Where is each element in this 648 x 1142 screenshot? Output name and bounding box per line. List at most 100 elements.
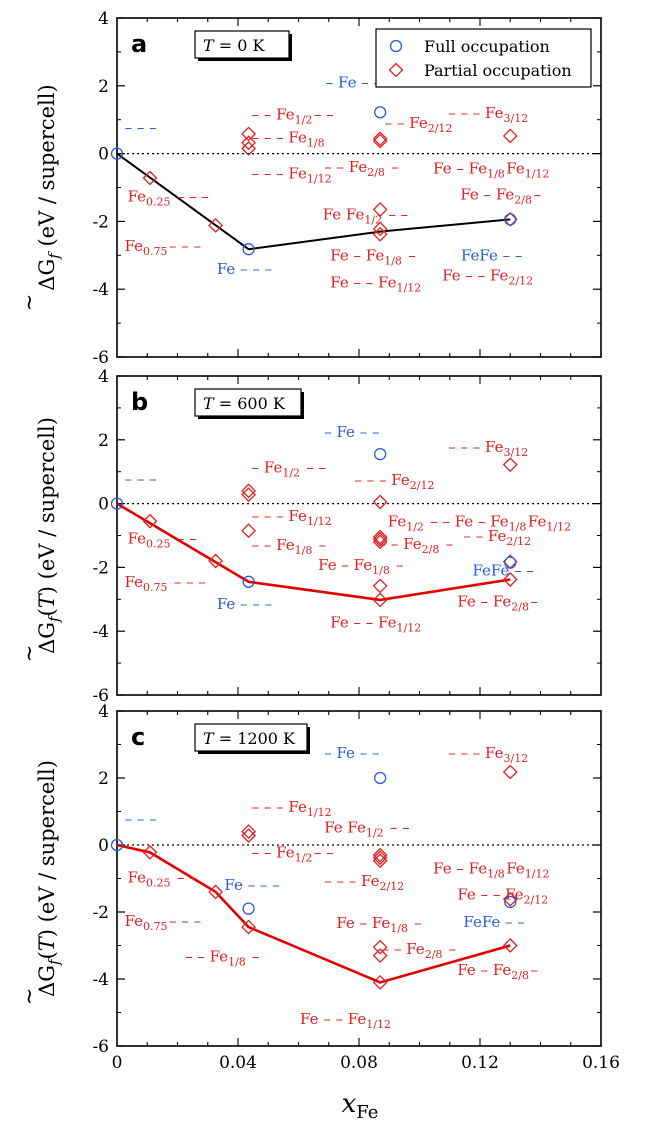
config-label-text: – – – — [125, 119, 157, 137]
full-occupation-point — [374, 771, 387, 785]
config-label-sub: 1/12 — [525, 867, 550, 880]
config-label-space — [434, 471, 436, 489]
partial-occupation-point — [372, 133, 388, 149]
partial-occupation-point — [372, 131, 388, 147]
config-label-sub: 1/12 — [396, 621, 421, 634]
config-label-space — [325, 128, 327, 146]
partial-occupation-point — [241, 487, 257, 503]
x-tick-label: 0.08 — [340, 1053, 378, 1073]
partial-occupation-point — [372, 529, 388, 545]
full-occupation-point — [242, 243, 255, 256]
partial-occupation-point — [502, 938, 518, 953]
y-tick-label: 2 — [98, 769, 109, 789]
y-tick-label: 0 — [98, 145, 109, 165]
partial-occupation-point — [241, 135, 257, 151]
config-label-text: – – Fe — [252, 106, 295, 124]
config-label-text: – — [534, 185, 542, 203]
y-axis-label-tilde: ~ — [17, 988, 41, 1006]
config-label-text: Fe — [528, 513, 547, 531]
legend-full-marker — [389, 39, 403, 53]
config-label-sub: 1/12 — [525, 167, 550, 180]
legend-box — [375, 28, 592, 88]
config-label: – – – Fe2/12 — [324, 872, 405, 893]
config-label-sub: 1/12 — [546, 521, 571, 534]
temperature-value: = 0 K — [214, 36, 266, 55]
config-label-sub: 1/2 — [366, 826, 384, 839]
config-label-space — [404, 872, 406, 890]
partial-occupation-point — [372, 853, 388, 869]
config-label-sub: 2/12 — [428, 122, 453, 135]
config-label-text: – Fe – – — [326, 73, 381, 91]
y-tick-label: -6 — [92, 1037, 109, 1057]
config-label-text: – — [441, 535, 453, 553]
y-axis-label-t: T — [35, 935, 59, 951]
config-label-text: Fe – Fe — [457, 592, 511, 610]
config-label: Fe0.75 – – – — [125, 237, 202, 258]
config-label-sub: 1/8 — [228, 956, 246, 969]
partial-occupation-point — [372, 850, 388, 866]
full-occupation-point — [110, 497, 124, 510]
panel-letter: a — [131, 30, 147, 58]
config-label: FeFe – – — [472, 561, 533, 579]
config-label-sub: 1/2 — [295, 852, 313, 865]
temperature-label: T = 0 K — [203, 36, 266, 55]
config-label: – – Fe2/8 – — [379, 535, 454, 556]
config-label-sub: 2/12 — [506, 535, 531, 548]
y-axis-label: ΔGf (eV / supercell) — [35, 84, 63, 290]
temperature-box — [194, 388, 302, 417]
config-label-text: Fe – Fe — [330, 246, 384, 264]
config-label-text: – – – Fe — [252, 507, 307, 525]
config-label-sub: 1/12 — [307, 515, 332, 528]
config-label-text: Fe — [125, 573, 144, 591]
config-label: – – Fe1/2 – – — [252, 106, 334, 127]
config-label-text: – – – Fe — [448, 104, 503, 122]
config-label-text: Fe Fe — [323, 206, 365, 224]
config-label-space — [421, 274, 423, 292]
config-label-sub: 1/8 — [384, 254, 402, 267]
config-label-text: – – Fe — [324, 158, 367, 176]
config-label: – Fe – – — [324, 744, 379, 762]
config-label-sub: 0.25 — [146, 537, 171, 550]
config-label-text: Fe — [128, 529, 147, 547]
panel-letter: c — [131, 723, 145, 751]
full-occupation-point — [242, 575, 255, 588]
config-label: – Fe – – — [324, 423, 379, 441]
config-label: Fe – – Fe2/12 — [457, 885, 549, 906]
config-label-text: Fe – – – — [217, 260, 272, 278]
temperature-value: = 1200 K — [214, 729, 296, 748]
partial-occupation-point — [372, 226, 388, 242]
config-label-text: Fe – Fe — [457, 961, 511, 979]
config-label-text: – – – Fe — [252, 128, 307, 146]
config-label-sub: 0.25 — [146, 877, 171, 890]
config-label-sub: 2/8 — [511, 969, 529, 982]
config-label-text: Fe – – – — [224, 876, 279, 894]
full-occupation-point — [504, 895, 517, 909]
config-label: Fe – Fe1/8 – — [336, 914, 421, 935]
config-label: Fe Fe1/2 – – — [323, 206, 408, 227]
config-label-text: – – – — [172, 188, 209, 206]
partial-occupation-point — [241, 919, 257, 935]
partial-occupation-point — [241, 483, 257, 499]
config-label-sub: 1/12 — [307, 806, 332, 819]
config-label: – – – Fe1/12 — [252, 798, 333, 819]
config-label-text: – – – Fe — [354, 471, 409, 489]
partial-occupation-point — [372, 847, 388, 863]
temperature-label: T = 600 K — [203, 394, 286, 413]
config-label-text: FeFe – – — [463, 913, 524, 931]
config-label-text: Fe – – Fe — [300, 1010, 366, 1028]
x-tick-label: 0 — [112, 1053, 123, 1073]
config-label-text: – – – — [169, 573, 206, 591]
config-label-space — [391, 1010, 393, 1028]
config-label-text: – – – — [169, 912, 201, 930]
y-tick-label: 0 — [98, 836, 109, 856]
config-label-sub: 1/12 — [396, 282, 421, 295]
partial-occupation-point — [502, 128, 518, 144]
y-tick-label: 2 — [98, 77, 109, 97]
config-label-text: – – Fe — [463, 527, 506, 545]
temperature-value: = 600 K — [214, 394, 286, 413]
partial-occupation-point — [208, 553, 224, 569]
config-label-text: – – Fe — [379, 535, 422, 553]
legend-partial-marker — [388, 62, 404, 78]
config-label-sub: 2/8 — [511, 600, 529, 613]
